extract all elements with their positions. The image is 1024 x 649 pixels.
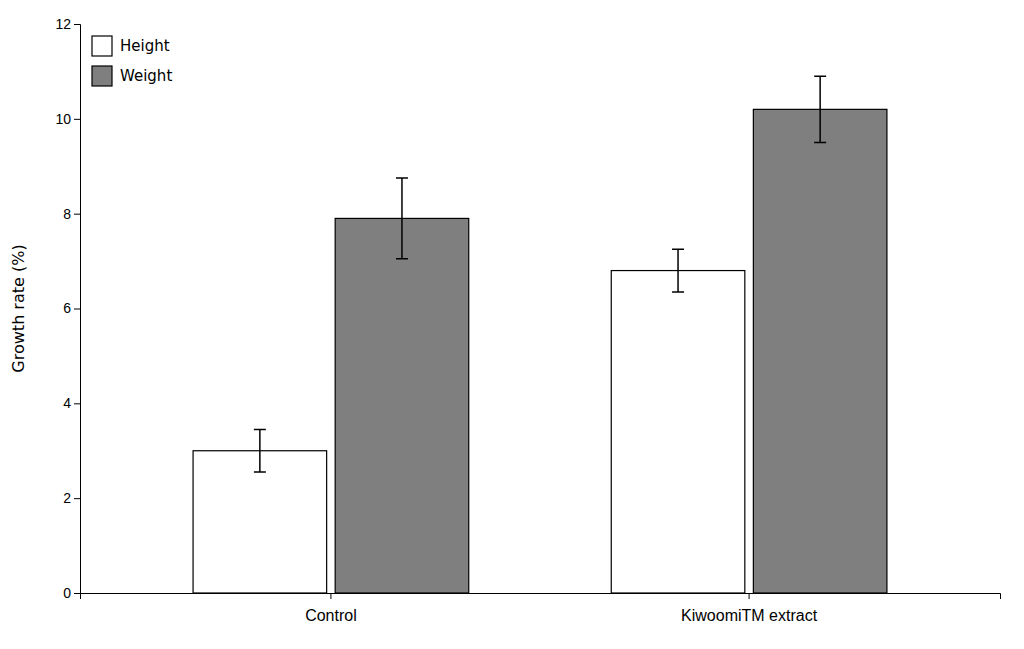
tick-mark bbox=[74, 403, 80, 404]
series bbox=[335, 76, 887, 593]
tick-mark bbox=[74, 309, 80, 310]
tick-mark bbox=[74, 498, 80, 499]
tick-mark bbox=[74, 593, 80, 594]
legend-swatch bbox=[92, 36, 112, 56]
marks bbox=[193, 76, 887, 593]
error-bar bbox=[672, 249, 684, 292]
tick: 8 bbox=[63, 206, 80, 222]
tick-mark bbox=[330, 593, 331, 599]
y-axis: 0 2 4 6 8 10 12 bbox=[55, 16, 80, 601]
bar bbox=[335, 218, 469, 593]
tick: 12 bbox=[55, 16, 80, 32]
tick-label: 12 bbox=[55, 16, 71, 32]
legend-swatch bbox=[92, 66, 112, 86]
axis-line bbox=[81, 594, 1001, 600]
chart: 0 2 4 6 8 10 12 Control KiwoomiTM extract Height W… bbox=[0, 0, 1024, 649]
tick-mark bbox=[74, 214, 80, 215]
tick-mark bbox=[74, 119, 80, 120]
tick-mark bbox=[749, 593, 750, 599]
tick: 6 bbox=[63, 300, 80, 316]
legend: Height Weight bbox=[92, 36, 172, 86]
tick: 0 bbox=[63, 585, 80, 601]
legend-item: Weight bbox=[92, 66, 172, 86]
tick-label: 0 bbox=[63, 585, 71, 601]
tick: 4 bbox=[63, 395, 80, 411]
tick-label: Control bbox=[305, 607, 357, 624]
bar bbox=[753, 109, 887, 593]
legend-label: Height bbox=[120, 37, 170, 55]
tick: 10 bbox=[55, 111, 80, 127]
tick: 2 bbox=[63, 490, 80, 506]
tick: Control bbox=[305, 593, 357, 624]
error-bar bbox=[396, 178, 408, 259]
legend-item: Height bbox=[92, 36, 170, 56]
axis-title: Growth rate (%) bbox=[9, 244, 28, 372]
tick-label: 10 bbox=[55, 111, 71, 127]
error-bar bbox=[814, 76, 826, 142]
axis-line bbox=[74, 25, 81, 594]
x-axis: Control KiwoomiTM extract bbox=[81, 593, 1001, 624]
legend-label: Weight bbox=[120, 67, 172, 85]
tick-label: 2 bbox=[63, 490, 71, 506]
bar bbox=[611, 271, 745, 593]
tick-label: KiwoomiTM extract bbox=[681, 607, 818, 624]
error-bar bbox=[254, 429, 266, 472]
plot: 0 2 4 6 8 10 12 Control KiwoomiTM extract Height W… bbox=[55, 16, 1000, 624]
tick-mark bbox=[74, 24, 80, 25]
tick-label: 8 bbox=[63, 206, 71, 222]
tick-label: 6 bbox=[63, 300, 71, 316]
tick-label: 4 bbox=[63, 395, 71, 411]
tick: KiwoomiTM extract bbox=[681, 593, 818, 624]
